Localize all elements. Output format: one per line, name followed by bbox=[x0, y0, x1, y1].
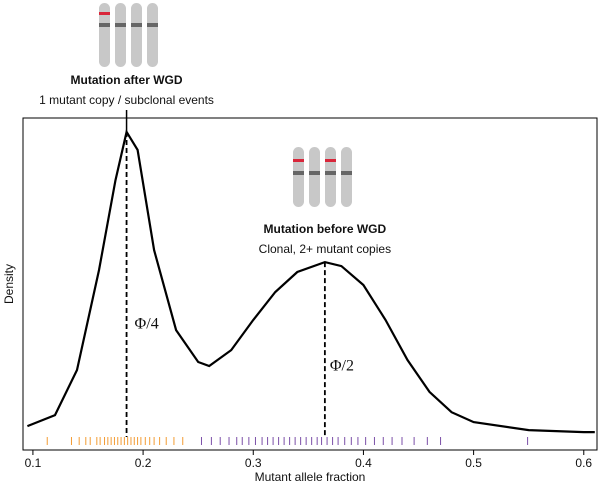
y-axis-label: Density bbox=[2, 264, 16, 304]
x-tick-label: 0.2 bbox=[135, 456, 152, 470]
annotation-label: Φ/4 bbox=[135, 316, 159, 333]
annotation-subtitle: 1 mutant copy / subclonal events bbox=[39, 93, 214, 107]
chromosome-icon bbox=[99, 3, 158, 67]
x-tick-label: 0.3 bbox=[245, 456, 262, 470]
x-tick-label: 0.1 bbox=[25, 456, 42, 470]
x-tick-label: 0.6 bbox=[575, 456, 592, 470]
x-tick-label: 0.4 bbox=[355, 456, 372, 470]
annotation-title: Mutation before WGD bbox=[264, 222, 387, 236]
x-axis-label: Mutant allele fraction bbox=[255, 470, 366, 484]
plot-frame bbox=[22, 117, 598, 451]
annotation-title: Mutation after WGD bbox=[71, 73, 183, 87]
chromosome-icon bbox=[293, 147, 352, 207]
annotation-subtitle: Clonal, 2+ mutant copies bbox=[259, 242, 391, 256]
density-curve bbox=[26, 129, 595, 434]
x-tick-label: 0.5 bbox=[465, 456, 482, 470]
annotation-label: Φ/2 bbox=[330, 358, 354, 375]
